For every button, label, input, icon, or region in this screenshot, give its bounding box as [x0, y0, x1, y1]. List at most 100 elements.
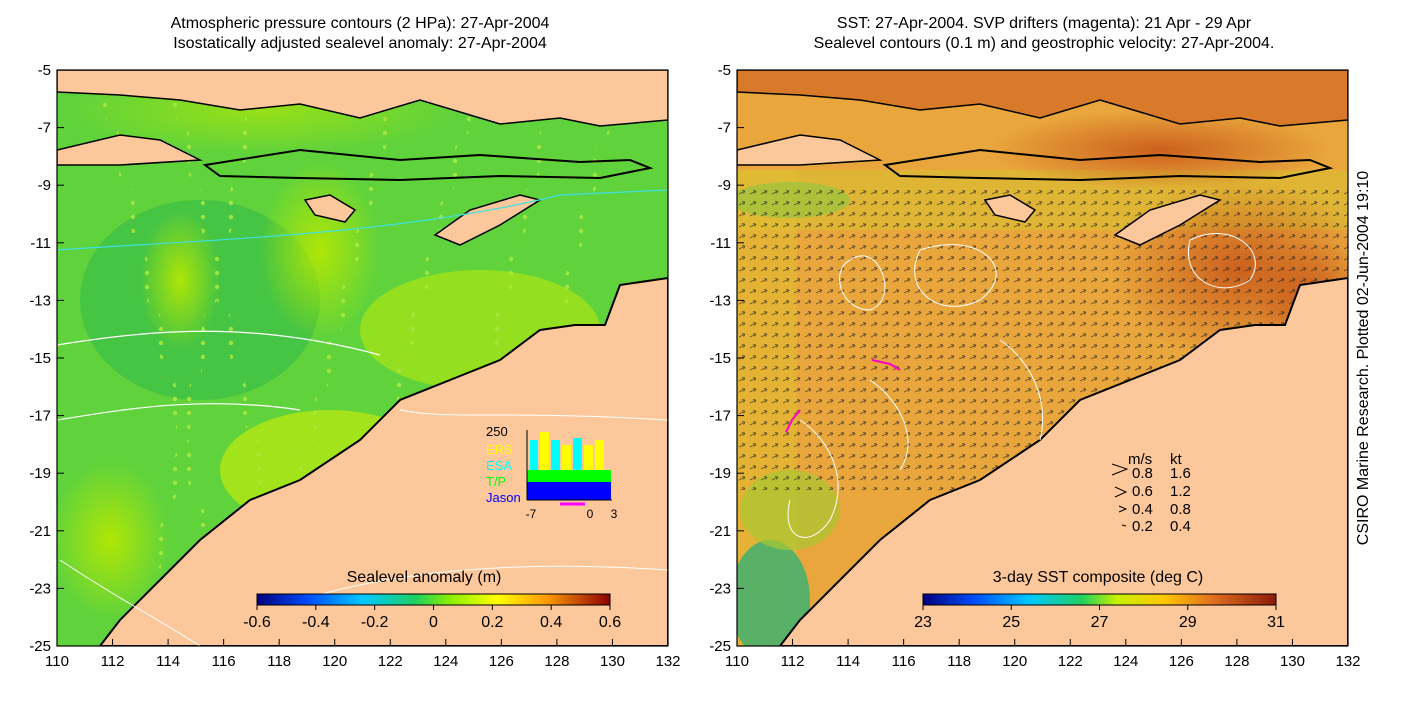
- velocity-row-ms: 0.6: [1132, 483, 1153, 500]
- inset-legend-jason: Jason: [486, 490, 521, 505]
- y-tick-label: -9: [38, 177, 51, 194]
- left-title-line2: Isostatically adjusted sealevel anomaly:…: [173, 35, 547, 52]
- velocity-legend: m/s kt 0.8 1.6 0.6 1.2 0.4 0.8 0.2 0.4: [1111, 451, 1191, 535]
- left-land-australia: [98, 276, 668, 646]
- inset-legend-tp: T/P: [486, 474, 506, 489]
- x-tick-label: 130: [1280, 653, 1305, 670]
- inset-top-value: 250: [486, 424, 508, 439]
- inset-xtick: -7: [526, 507, 537, 521]
- velocity-row-kt: 1.6: [1170, 465, 1191, 482]
- velocity-row-kt: 0.8: [1170, 501, 1191, 518]
- y-tick-label: -21: [29, 523, 51, 540]
- velocity-row-ms: 0.4: [1132, 501, 1153, 518]
- y-tick-label: -25: [29, 638, 51, 655]
- y-tick-label: -13: [709, 292, 731, 309]
- colorbar-tick-label: -0.6: [243, 614, 271, 631]
- colorbar-tick-label: 27: [1091, 614, 1109, 631]
- x-tick-label: 124: [433, 653, 458, 670]
- velocity-row-kt: 0.4: [1170, 518, 1191, 535]
- inset-legend-ers: ERS: [486, 442, 513, 457]
- velocity-row-ms: 0.8: [1132, 465, 1153, 482]
- x-tick-label: 110: [45, 653, 69, 670]
- x-tick-label: 110: [725, 653, 749, 670]
- y-tick-label: -7: [38, 120, 51, 137]
- y-tick-label: -5: [38, 62, 51, 79]
- inset-xtick: 3: [611, 507, 618, 521]
- y-tick-label: -9: [718, 177, 731, 194]
- velocity-row-ms: 0.2: [1132, 518, 1153, 535]
- velocity-row-kt: 1.2: [1170, 483, 1191, 500]
- y-tick-label: -21: [709, 523, 731, 540]
- y-tick-label: -23: [29, 580, 51, 597]
- right-land-north: [737, 70, 1348, 127]
- right-colorbar: [922, 593, 1277, 606]
- inset-legend-esa: ESA: [486, 458, 512, 473]
- inset-xtick: 0: [587, 507, 594, 521]
- x-tick-label: 118: [947, 653, 971, 670]
- x-tick-label: 118: [267, 653, 291, 670]
- x-tick-label: 130: [600, 653, 625, 670]
- left-map-panel: [57, 70, 668, 646]
- left-inset-chart: [526, 430, 612, 506]
- x-tick-label: 128: [544, 653, 569, 670]
- y-tick-label: -11: [30, 235, 51, 252]
- x-tick-label: 124: [1113, 653, 1138, 670]
- colorbar-tick-label: 23: [914, 614, 932, 631]
- right-title-line1: SST: 27-Apr-2004. SVP drifters (magenta)…: [836, 15, 1252, 32]
- left-title-line1: Atmospheric pressure contours (2 HPa): 2…: [170, 15, 550, 32]
- y-tick-label: -25: [709, 638, 731, 655]
- x-tick-label: 114: [836, 653, 860, 670]
- x-tick-label: 122: [378, 653, 403, 670]
- right-colorbar-label: 3-day SST composite (deg C): [993, 569, 1203, 586]
- x-tick-label: 112: [101, 653, 125, 670]
- left-colorbar: [256, 593, 611, 606]
- x-tick-label: 116: [212, 653, 236, 670]
- y-tick-label: -13: [29, 292, 51, 309]
- y-tick-label: -15: [29, 350, 51, 367]
- colorbar-tick-label: -0.4: [302, 614, 330, 631]
- y-tick-label: -23: [709, 580, 731, 597]
- x-tick-label: 116: [892, 653, 916, 670]
- velocity-legend-header-kt: kt: [1170, 451, 1183, 468]
- x-tick-label: 120: [322, 653, 347, 670]
- colorbar-tick-label: 29: [1179, 614, 1197, 631]
- colorbar-tick-label: 0.2: [481, 614, 503, 631]
- colorbar-tick-label: -0.2: [361, 614, 389, 631]
- x-tick-label: 112: [781, 653, 805, 670]
- x-tick-label: 126: [1169, 653, 1194, 670]
- x-tick-label: 132: [655, 653, 680, 670]
- y-tick-label: -11: [710, 235, 731, 252]
- left-colorbar-ticks: -0.6 -0.4 -0.2 0 0.2 0.4 0.6: [243, 605, 621, 631]
- left-map-axes: 110 112 114 116 118 120 122 124 126 128 130 132 -5 -7…: [29, 62, 680, 670]
- left-map-title: Atmospheric pressure contours (2 HPa): 2…: [62, 14, 658, 54]
- left-colorbar-label: Sealevel anomaly (m): [347, 569, 502, 586]
- colorbar-tick-label: 0.6: [599, 614, 621, 631]
- right-title-line2: Sealevel contours (0.1 m) and geostrophi…: [813, 35, 1275, 52]
- right-map-title: SST: 27-Apr-2004. SVP drifters (magenta)…: [740, 14, 1348, 54]
- x-tick-label: 122: [1058, 653, 1083, 670]
- y-tick-label: -17: [709, 408, 731, 425]
- y-tick-label: -19: [29, 465, 51, 482]
- x-tick-label: 114: [156, 653, 180, 670]
- x-tick-label: 128: [1224, 653, 1249, 670]
- left-coastline-islands: [202, 148, 654, 182]
- right-colorbar-ticks: 23 25 27 29 31: [914, 605, 1285, 631]
- x-tick-label: 120: [1002, 653, 1027, 670]
- y-tick-label: -15: [709, 350, 731, 367]
- y-tick-label: -7: [718, 120, 731, 137]
- colorbar-tick-label: 0.4: [540, 614, 562, 631]
- right-map-axes: 110 112 114 116 118 120 122 124 126 128 130 132 -5 -7…: [709, 62, 1360, 670]
- x-tick-label: 126: [489, 653, 514, 670]
- colorbar-tick-label: 25: [1002, 614, 1020, 631]
- colorbar-tick-label: 31: [1267, 614, 1285, 631]
- y-tick-label: -17: [29, 408, 51, 425]
- velocity-legend-header-ms: m/s: [1128, 451, 1152, 468]
- colorbar-tick-label: 0: [429, 614, 438, 631]
- plot-credit-text: CSIRO Marine Research. Plotted 02-Jun-20…: [1355, 170, 1372, 546]
- right-map-panel: [737, 70, 1348, 646]
- y-tick-label: -19: [709, 465, 731, 482]
- x-tick-label: 132: [1335, 653, 1360, 670]
- y-tick-label: -5: [718, 62, 731, 79]
- plot-credit: CSIRO Marine Research. Plotted 02-Jun-20…: [1353, 70, 1375, 646]
